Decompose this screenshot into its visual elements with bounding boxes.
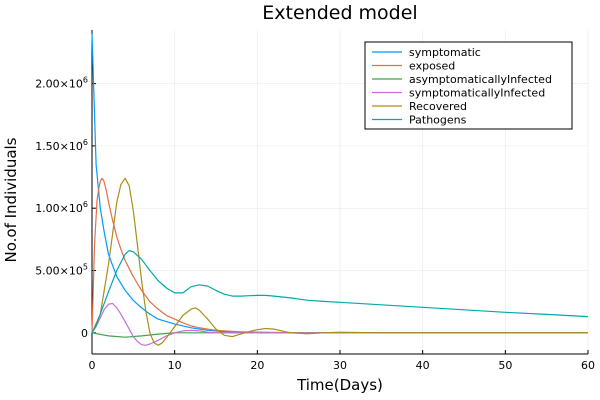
y-tick-label: 2.00×106 — [35, 76, 88, 91]
x-tick-label: 40 — [416, 359, 430, 372]
x-tick-label: 30 — [333, 359, 347, 372]
x-tick-label: 10 — [168, 359, 182, 372]
legend-label: asymptomaticallyInfected — [409, 73, 552, 86]
series-line-exposed — [91, 177, 588, 334]
y-tick-label: 0 — [81, 327, 88, 340]
legend-label: Pathogens — [409, 114, 467, 127]
x-tick-label: 60 — [581, 359, 595, 372]
series-line-symptomaticallyInfected — [91, 302, 588, 346]
chart-title: Extended model — [262, 2, 417, 24]
series-line-Recovered — [91, 177, 588, 346]
legend-label: exposed — [409, 60, 455, 73]
legend-label: Recovered — [409, 100, 467, 113]
x-tick-label: 20 — [250, 359, 264, 372]
axes: 0 10 20 30 40 50 60 0 5.00×105 1.00×106 1.50×106 2.… — [35, 30, 595, 372]
legend-label: symptomaticallyInfected — [409, 87, 545, 100]
series-group — [91, 33, 589, 346]
legend-box — [364, 41, 573, 130]
legend-label: symptomatic — [409, 46, 481, 59]
x-axis-label: Time(Days) — [296, 376, 383, 394]
x-tick-label: 0 — [89, 359, 96, 372]
x-tick-label: 50 — [498, 359, 512, 372]
legend: symptomaticexposedasymptomaticallyInfect… — [364, 41, 573, 130]
y-tick-label: 5.00×105 — [35, 263, 88, 278]
y-tick-label: 1.00×106 — [35, 200, 88, 215]
y-axis-label: No.of Individuals — [2, 137, 20, 262]
y-tick-label: 1.50×106 — [35, 138, 88, 153]
series-line-Pathogens — [91, 250, 589, 334]
